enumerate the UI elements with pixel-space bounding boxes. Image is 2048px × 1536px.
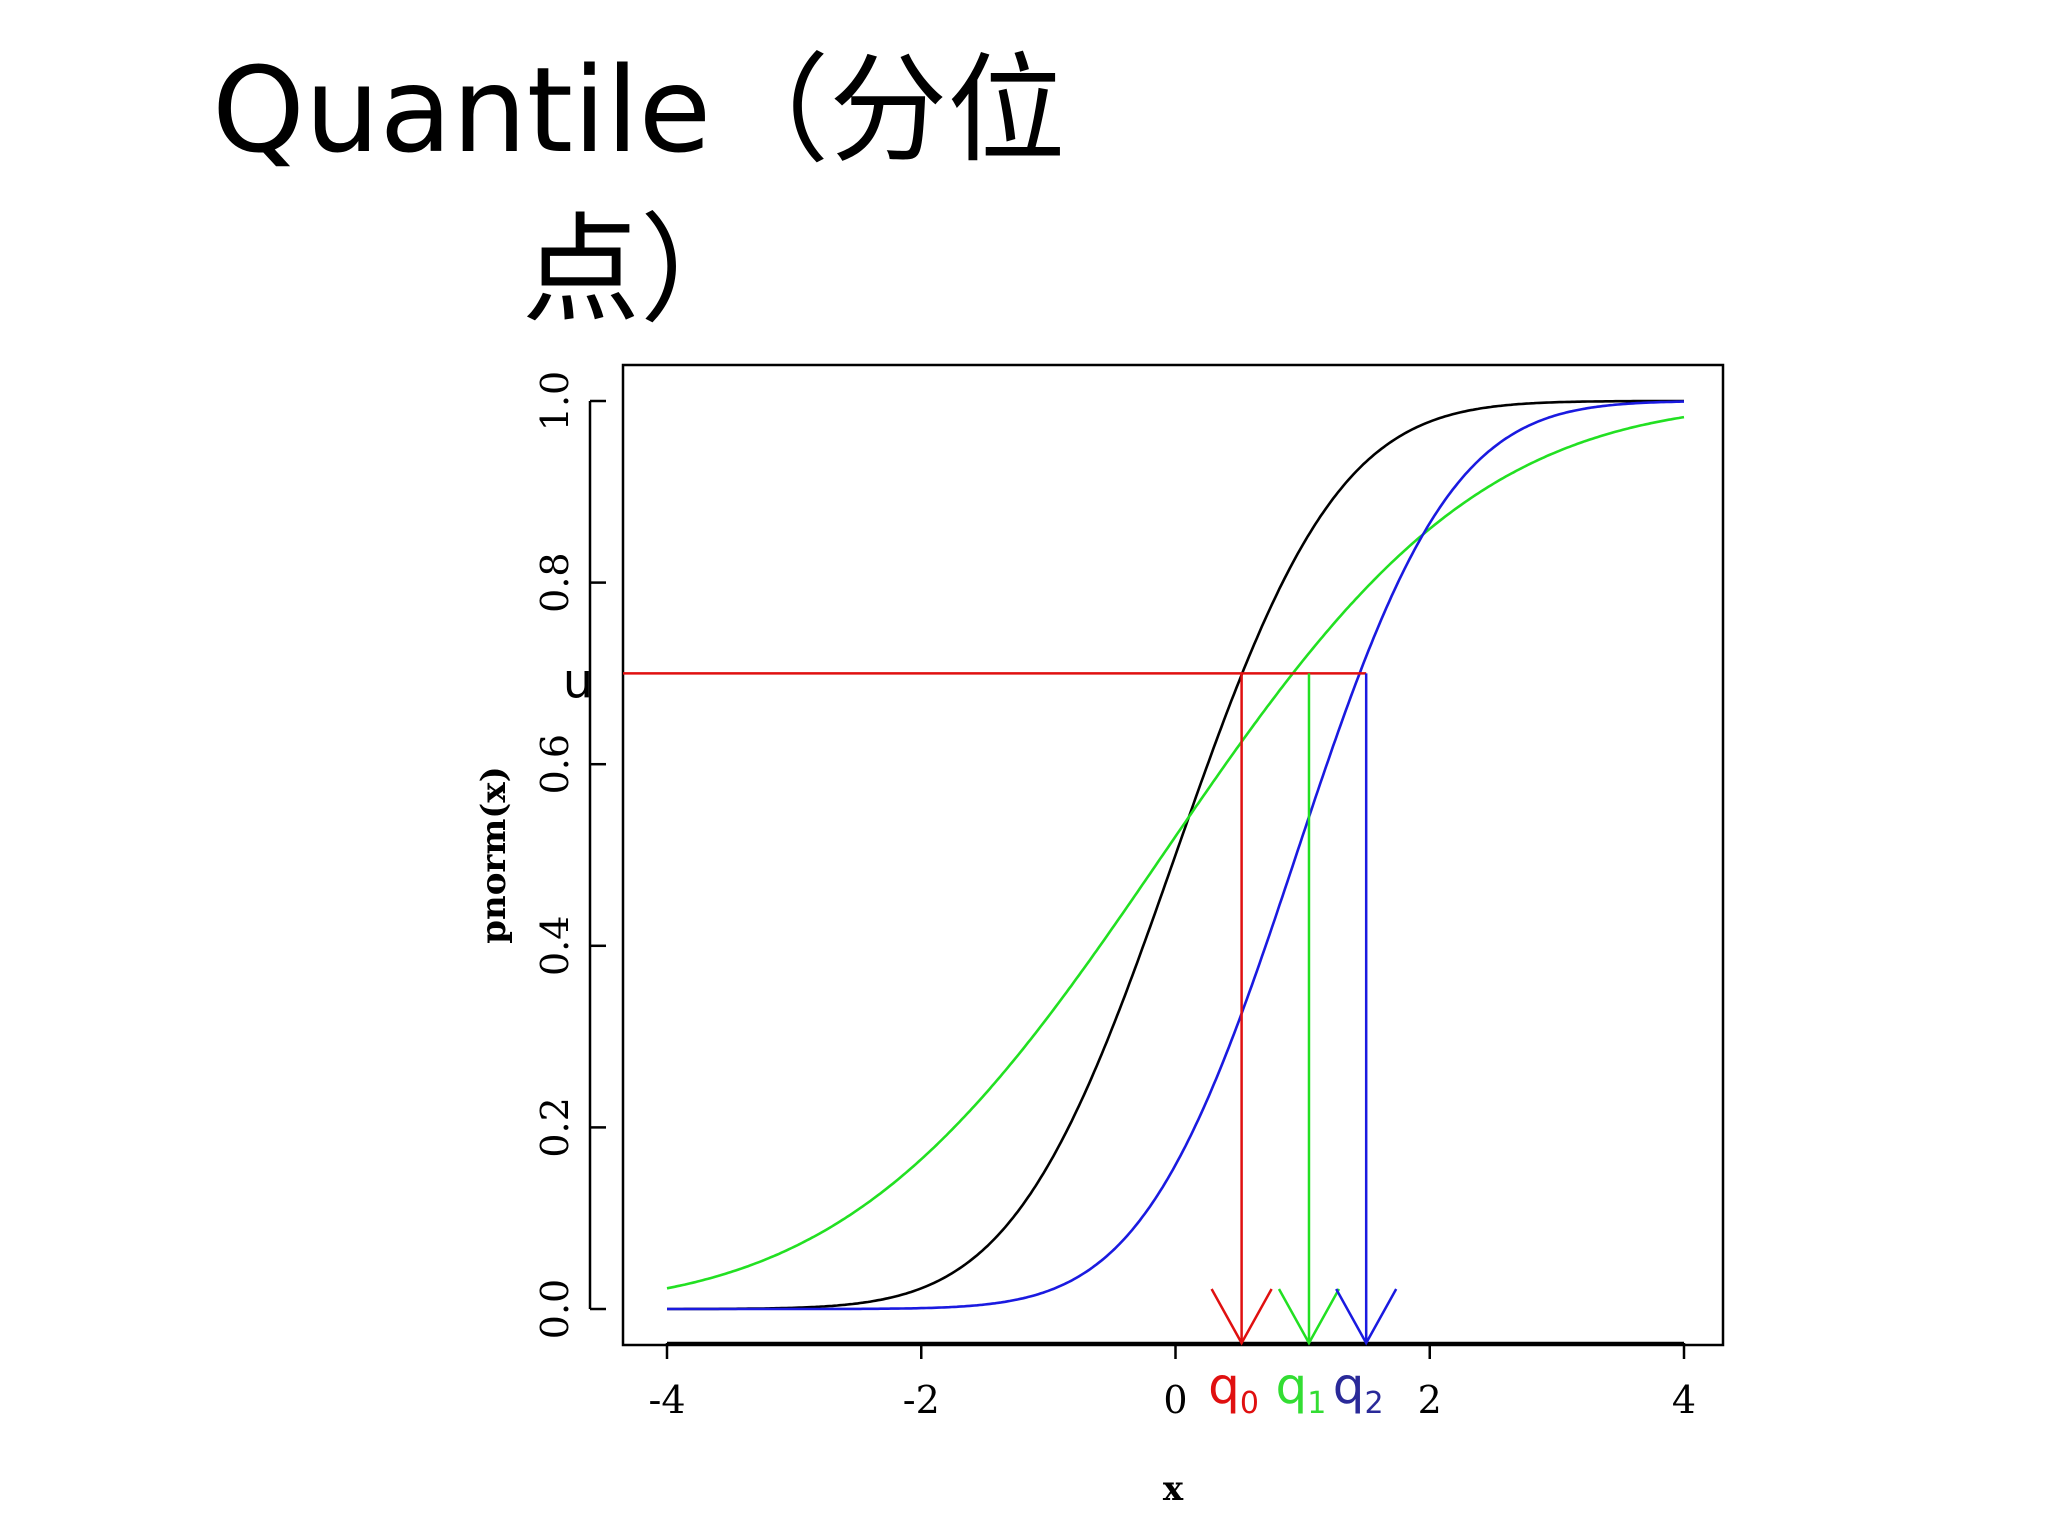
quantile-arrowhead-0 — [1210, 1288, 1273, 1346]
cdf-curve-1 — [666, 415, 1685, 1290]
quantile-subscript-1: 1 — [1307, 1386, 1326, 1421]
y-tick-label-1: 0.2 — [533, 1097, 577, 1157]
quantile-label-2: q2 — [1333, 1357, 1384, 1421]
y-tick-label-0: 0.0 — [533, 1279, 577, 1339]
y-tick-label-5: 1.0 — [533, 371, 577, 431]
y-tick-label-2: 0.4 — [533, 916, 577, 976]
x-tick-label-2: 0 — [1163, 1378, 1187, 1422]
slide-title-line2: 点） — [522, 201, 759, 339]
y-tick-label-3: 0.6 — [533, 734, 577, 794]
axes: -4 -2 0 2 4 0.0 0.2 0.4 0.6 0.8 1.0 — [533, 371, 1696, 1422]
u-label: u — [563, 653, 593, 709]
quantile-subscript-0: 0 — [1240, 1386, 1259, 1421]
plot-frame — [621, 363, 1725, 1347]
y-tick-label-4: 0.8 — [533, 552, 577, 612]
x-tick-label-3: 2 — [1418, 1378, 1442, 1422]
x-axis-title: x — [1163, 1469, 1184, 1509]
quantile-arrowhead-2 — [1335, 1288, 1398, 1346]
quantile-subscript-2: 2 — [1365, 1386, 1384, 1421]
quantile-label-1: q1 — [1276, 1357, 1327, 1421]
x-tick-label-0: -4 — [648, 1378, 685, 1422]
x-tick-label-1: -2 — [903, 1378, 940, 1422]
cdf-curve-2 — [667, 400, 1684, 1311]
quantile-lines: u q0 q1 q2 — [563, 653, 1398, 1421]
slide-title-line1: Quantile（分位 — [212, 41, 1066, 179]
slide-title: Quantile（分位 点） — [212, 30, 1212, 350]
y-axis-title: pnorm(x) — [474, 766, 514, 944]
cdf-curve-0 — [667, 399, 1684, 1311]
curves — [666, 399, 1685, 1311]
quantile-arrowhead-1 — [1277, 1288, 1341, 1346]
x-tick-label-4: 4 — [1672, 1378, 1696, 1422]
quantile-label-0: q0 — [1208, 1357, 1259, 1421]
